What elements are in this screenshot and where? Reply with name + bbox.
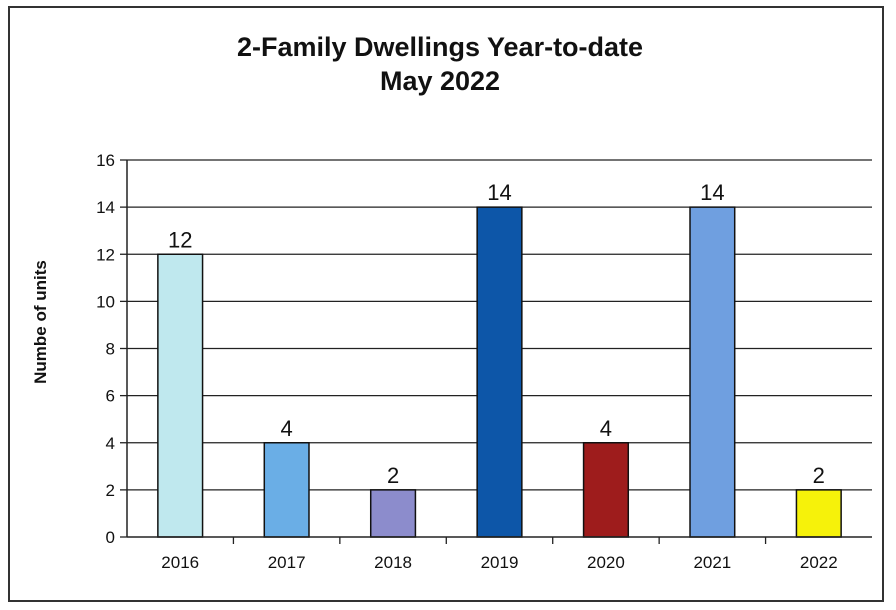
- bar-2021: [689, 206, 736, 538]
- y-tick-label: 16: [96, 151, 115, 170]
- x-tick-label-2018: 2018: [374, 553, 412, 572]
- bar-2019: [476, 206, 523, 538]
- data-label-2019: 14: [487, 180, 511, 205]
- data-label-2021: 14: [700, 180, 724, 205]
- chart-title: 2-Family Dwellings Year-to-date May 2022: [10, 30, 870, 98]
- y-tick-label: 6: [106, 387, 115, 406]
- data-label-2016: 12: [168, 227, 192, 252]
- y-tick-label: 4: [106, 434, 115, 453]
- bar-2018: [369, 489, 417, 538]
- data-label-2018: 2: [387, 463, 399, 488]
- bar-2017: [263, 442, 310, 538]
- y-tick-label: 12: [96, 245, 115, 264]
- data-label-2022: 2: [813, 463, 825, 488]
- y-tick-label: 0: [106, 528, 115, 547]
- x-tick-label-2019: 2019: [481, 553, 519, 572]
- axes: [120, 159, 872, 544]
- x-tick-label-2021: 2021: [693, 553, 731, 572]
- bar-2022: [795, 489, 842, 538]
- bar-2020: [582, 442, 630, 538]
- x-tick-label-2016: 2016: [161, 553, 199, 572]
- chart-title-line1: 2-Family Dwellings Year-to-date: [236, 32, 644, 62]
- y-axis-label: Numbe of units: [31, 260, 50, 384]
- x-tick-label-2017: 2017: [268, 553, 306, 572]
- data-label-2020: 4: [600, 416, 612, 441]
- y-tick-label: 14: [96, 198, 115, 217]
- bars: [157, 206, 842, 538]
- chart-subtitle: May 2022: [379, 66, 501, 96]
- y-tick-label: 8: [106, 340, 115, 359]
- labels: 0 2 4 6 8 10 12 14 16 12 2016 4 2017 2 2018 14 2019 4 2020…: [96, 151, 838, 572]
- bar-2016: [157, 253, 204, 538]
- data-label-2017: 4: [281, 416, 293, 441]
- y-tick-label: 10: [96, 292, 115, 311]
- chart-frame: 2-Family Dwellings Year-to-date May 2022: [8, 6, 884, 602]
- y-tick-label: 2: [106, 481, 115, 500]
- x-tick-label-2020: 2020: [587, 553, 625, 572]
- x-tick-label-2022: 2022: [800, 553, 838, 572]
